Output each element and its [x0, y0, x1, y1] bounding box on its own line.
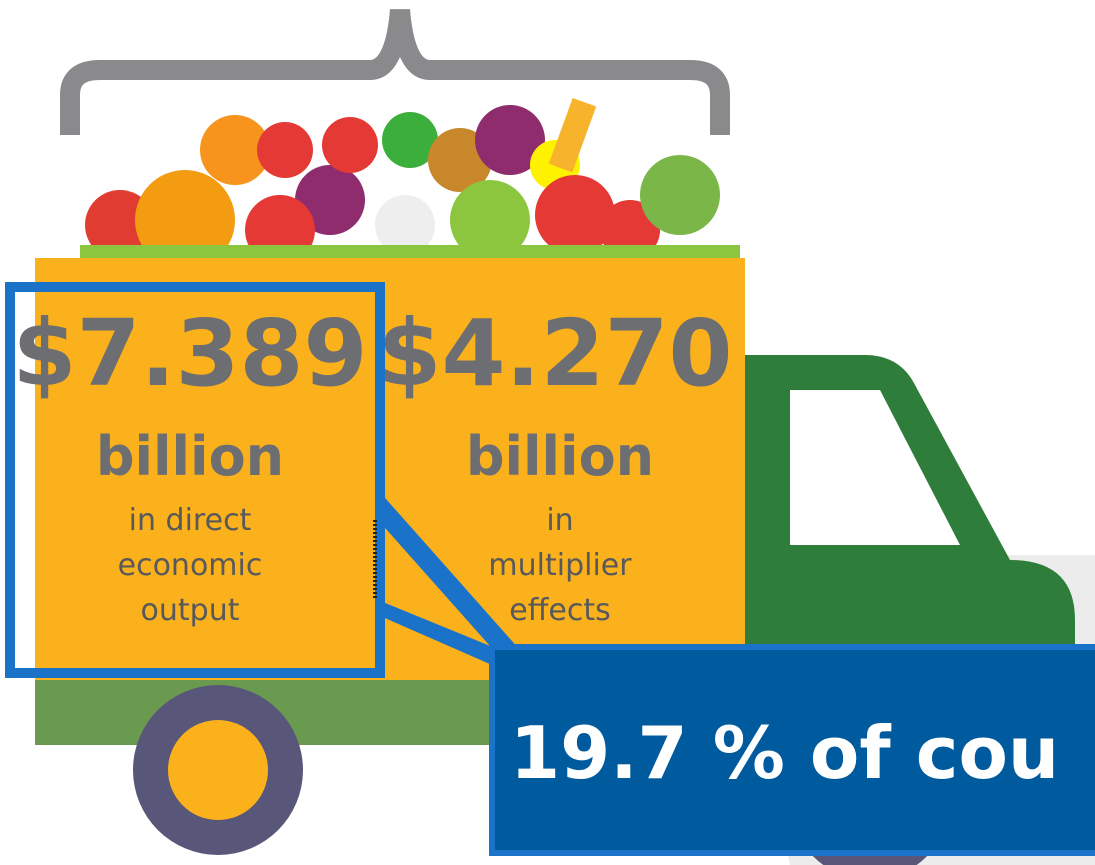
highlight-box	[5, 282, 385, 678]
unit: billion	[96, 425, 284, 488]
vegetables	[80, 98, 740, 270]
amount: $4.270	[377, 300, 732, 407]
callout-pointer	[378, 600, 500, 665]
description: effects	[509, 593, 610, 628]
amount: $7.389	[12, 300, 367, 407]
description: economic	[118, 548, 263, 583]
description: in direct	[129, 503, 252, 538]
brace	[60, 9, 730, 135]
cab-window	[790, 390, 960, 545]
hub	[168, 720, 268, 820]
description: multiplier	[488, 548, 632, 583]
description: in	[546, 503, 573, 538]
callout-text: 19.7 % of cou	[510, 711, 1059, 795]
callout-pointer	[378, 490, 520, 655]
callout-box	[489, 644, 1095, 856]
description: output	[141, 593, 240, 628]
unit: billion	[466, 425, 654, 488]
